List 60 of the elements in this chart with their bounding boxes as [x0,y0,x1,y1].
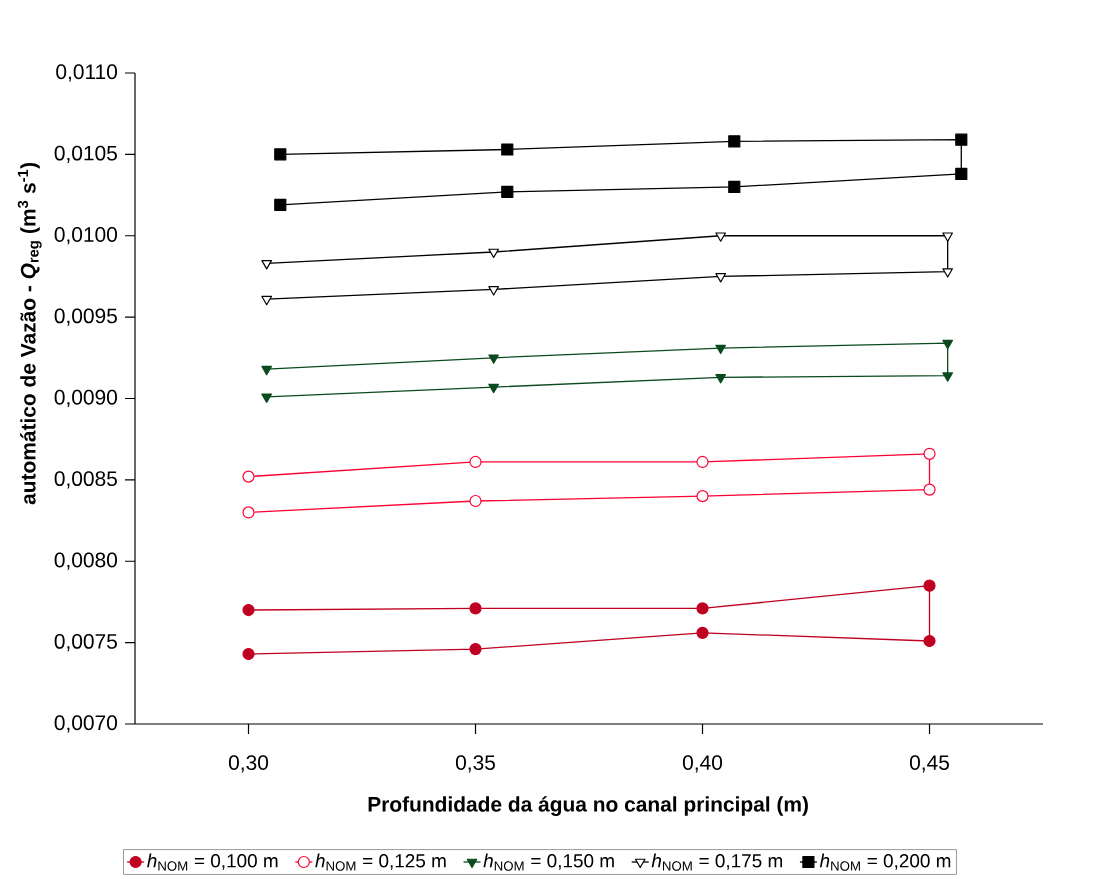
x-tick-label: 0,35 [455,755,495,773]
legend-label: h$_{NOM}$ = 0,100 m [147,853,278,871]
y-tick-label: 0,0075 [54,633,117,652]
y-tick-label: 0,0070 [54,715,117,733]
point [469,455,482,469]
point [261,365,273,376]
x-axis-title: Profundidade da água no canal principal (m) [368,796,808,816]
y-axis-title: automático de Vazão - Q$_{reg}$ (m$^{3}$ s$^{-1}$) [17,162,42,505]
y-tick-label: 0,0095 [54,308,117,326]
point [923,447,936,460]
point [715,373,727,384]
point [242,506,255,519]
point [955,167,968,180]
point [715,273,727,283]
point [942,339,954,350]
point [923,483,936,496]
point [955,133,968,146]
point [274,198,287,211]
y-tick-label: 0,0110 [56,64,118,82]
point [715,344,727,355]
x-tick-label: 0,45 [909,755,949,773]
point [242,470,255,483]
point [696,626,709,639]
point [261,260,273,270]
point [728,180,741,194]
point [488,383,500,394]
point [488,248,500,259]
point [469,494,482,508]
point [488,286,500,296]
point [501,185,514,198]
point [488,354,500,364]
point [469,643,482,656]
point [242,603,255,617]
point [501,143,514,156]
point [469,602,482,615]
legend-label: h$_{NOM}$ = 0,175 m [651,853,782,871]
y-tick-label: 0,0080 [54,552,117,570]
y-tick-label: 0,0085 [54,471,117,489]
y-tick-label: 0,0105 [54,145,117,163]
point [923,579,936,592]
point [696,490,709,503]
x-tick-label: 0,30 [228,755,269,773]
point [923,634,936,648]
point [261,295,273,306]
x-tick-label: 0,40 [682,755,723,773]
legend-label: h$_{NOM}$ = 0,150 m [483,853,614,871]
point [696,455,709,469]
point [261,393,273,403]
y-tick-label: 0,0100 [54,227,117,245]
point [942,268,954,278]
point [715,232,727,242]
point [942,232,954,242]
point [274,148,287,161]
legend-label: h$_{NOM}$ = 0,200 m [819,853,951,871]
legend-label: h$_{NOM}$ = 0,125 m [315,853,446,871]
point [942,372,954,382]
point [728,135,741,148]
point [242,647,255,661]
point [696,602,709,615]
y-tick-label: 0,0090 [54,389,117,408]
